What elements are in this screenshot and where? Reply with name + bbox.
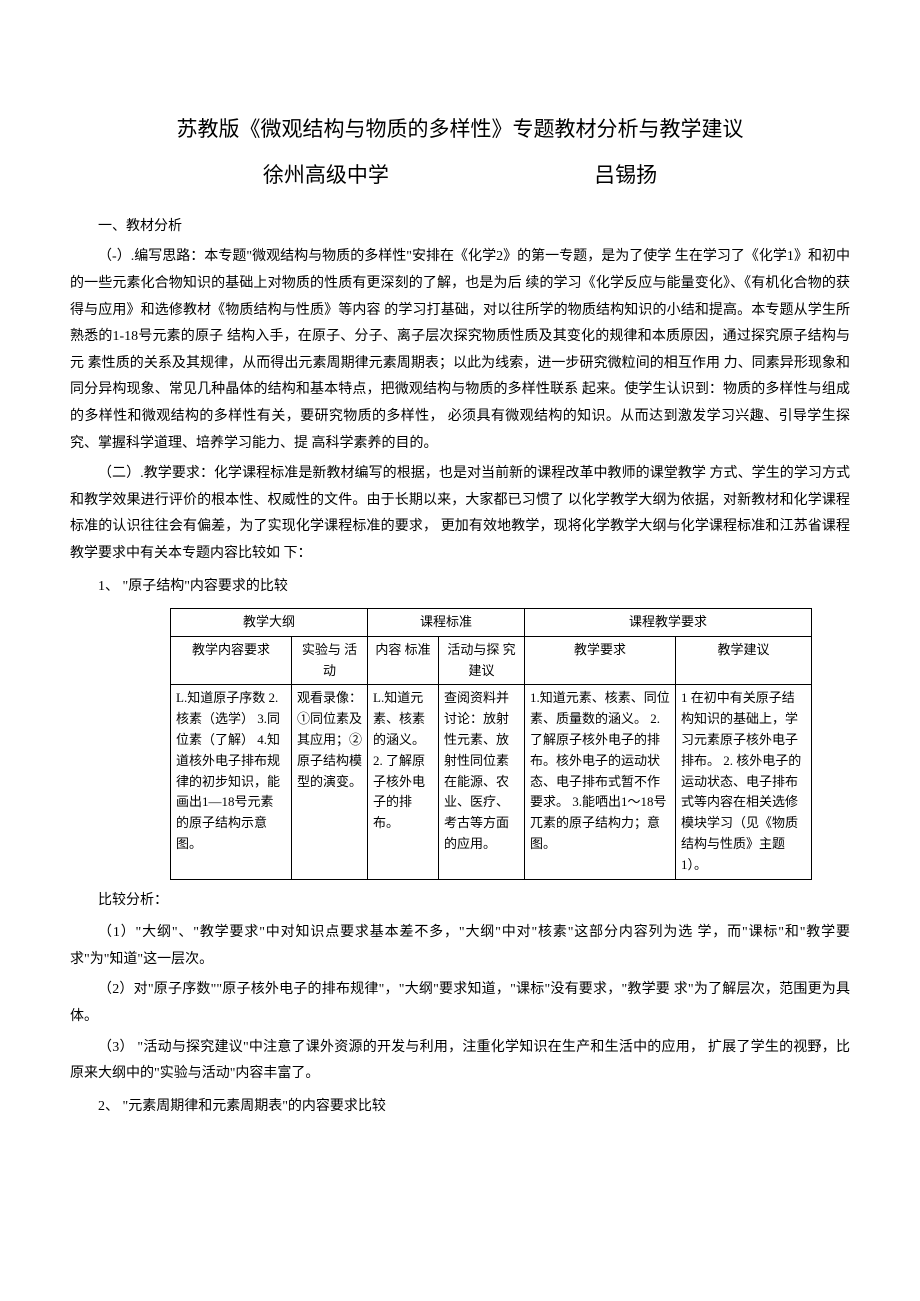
cell-b2: 查阅资料并讨论：放射性元素、放射性同位素在能源、农业、医疗、考古等方面的应用。 [439,685,525,879]
cell-a1: L.知道原子序数 2.核素（选学） 3.同位素（了解） 4.知道核外电子排布规律… [171,685,292,879]
th-kebiao: 课程标准 [368,609,525,637]
subtitle-school: 徐州高级中学 [263,156,389,196]
paragraph-1: （-）.编写思路：本专题"微观结构与物质的多样性"安排在《化学2》的第一专题，是… [70,244,850,457]
subtitle-row: 徐州高级中学 吕锡扬 [70,156,850,196]
compare-2: （2）对"原子序数""原子核外电子的排布规律"，"大纲"要求知道，"课标"没有要… [70,977,850,1030]
subtitle-author: 吕锡扬 [594,156,657,196]
th-sub-b1: 内容 标准 [368,636,439,685]
th-kc-yaoqiu: 课程教学要求 [525,609,812,637]
compare-3: （3） "活动与探究建议"中注意了课外资源的开发与利用，注重化学知识在生产和生活… [70,1035,850,1088]
paragraph-2: （二）.教学要求：化学课程标准是新教材编写的根据，也是对当前新的课程改革中教师的… [70,461,850,567]
comparison-table-1: 教学大纲 课程标准 课程教学要求 教学内容要求 实验与 活动 内容 标准 活动与… [170,608,812,880]
th-sub-c1: 教学要求 [525,636,676,685]
item-1-head: 1、 "原子结构"内容要求的比较 [70,574,850,601]
th-sub-a2: 实验与 活动 [292,636,368,685]
cell-c2: 1 在初中有关原子结构知识的基础上，学习元素原子核外电子排布。 2. 核外电子的… [676,685,812,879]
cell-b1: L.知道元素、核素的涵义。 2. 了解原子核外电子的排布。 [368,685,439,879]
th-sub-c2: 教学建议 [676,636,812,685]
compare-1: （1）"大纲"、"教学要求"中对知识点要求基本差不多，"大纲"中对"核素"这部分… [70,920,850,973]
item-2-head: 2、 "元素周期律和元素周期表"的内容要求比较 [70,1094,850,1121]
cell-c1: 1.知道元素、核素、同位素、质量数的涵义。 2. 了解原子核外电子的排布。核外电… [525,685,676,879]
cell-a2: 观看录像：①同位素及其应用；②原子结构模型的演变。 [292,685,368,879]
section-1-head: 一、教材分析 [70,214,850,241]
table-header-row-2: 教学内容要求 实验与 活动 内容 标准 活动与探 究建议 教学要求 教学建议 [171,636,812,685]
compare-head: 比较分析： [70,888,850,915]
doc-title: 苏教版《微观结构与物质的多样性》专题教材分析与教学建议 [70,110,850,150]
th-dagang: 教学大纲 [171,609,368,637]
th-sub-a1: 教学内容要求 [171,636,292,685]
table-row: L.知道原子序数 2.核素（选学） 3.同位素（了解） 4.知道核外电子排布规律… [171,685,812,879]
th-sub-b2: 活动与探 究建议 [439,636,525,685]
table-header-row-1: 教学大纲 课程标准 课程教学要求 [171,609,812,637]
